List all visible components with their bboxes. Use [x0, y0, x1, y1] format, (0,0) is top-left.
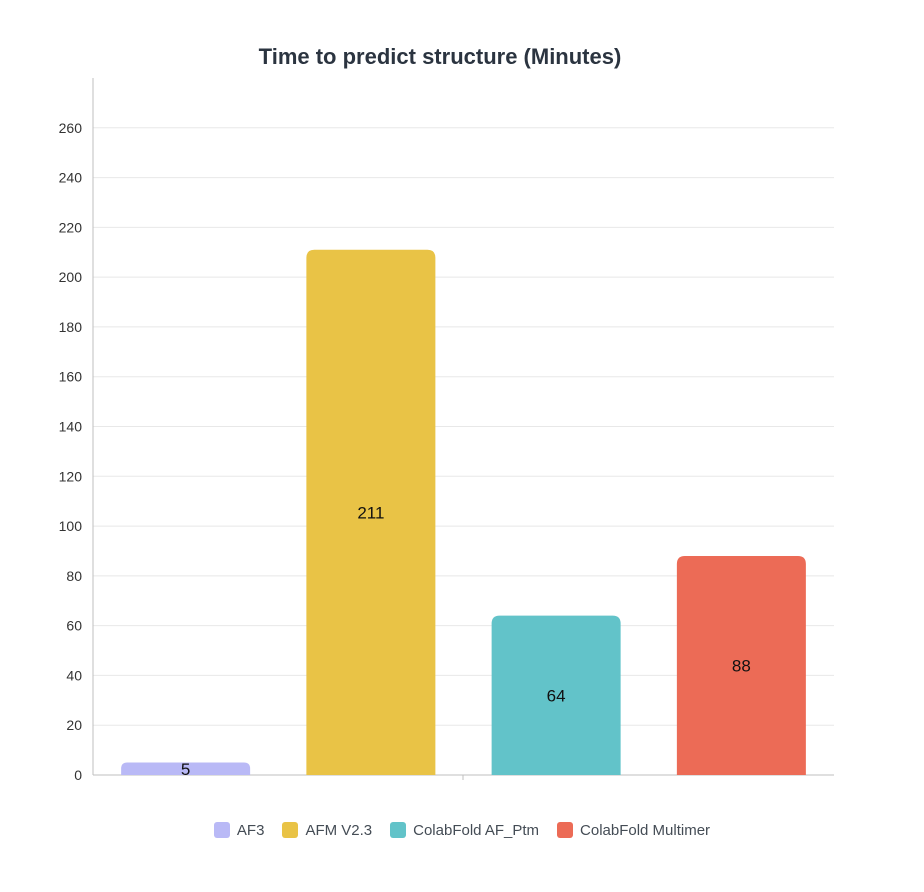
- legend: AF3 AFM V2.3 ColabFold AF_Ptm ColabFold Mul…: [0, 818, 924, 842]
- legend-label: AFM V2.3: [305, 821, 373, 839]
- bar[interactable]: [676, 555, 806, 775]
- y-tick-label: 240: [59, 170, 83, 186]
- bar-value-label: 64: [547, 686, 566, 705]
- legend-label: ColabFold Multimer: [580, 821, 711, 839]
- y-tick-label: 80: [66, 568, 82, 584]
- y-tick-label: 120: [59, 468, 83, 484]
- legend-item[interactable]: AF3: [213, 821, 265, 839]
- bar-value-label: 5: [181, 760, 190, 779]
- y-tick-label: 0: [74, 767, 82, 783]
- legend-swatch: [213, 822, 230, 838]
- legend-label: ColabFold AF_Ptm: [413, 821, 540, 839]
- chart-title: Time to predict structure (Minutes): [258, 44, 622, 69]
- grid-lines: [93, 127, 834, 726]
- bar[interactable]: [306, 249, 436, 775]
- y-tick-label: 220: [59, 219, 83, 235]
- bar-value-label: 88: [732, 656, 751, 675]
- legend-swatch: [390, 822, 407, 838]
- y-tick-label: 200: [59, 269, 83, 285]
- y-tick-label: 160: [59, 369, 83, 385]
- y-tick-label: 260: [59, 120, 83, 136]
- bars: [121, 249, 806, 775]
- legend-label: AF3: [236, 821, 265, 839]
- data-labels: 5 211 64 88: [181, 503, 751, 779]
- y-tick-label: 100: [59, 518, 83, 534]
- y-tick-label: 60: [66, 618, 82, 634]
- bar-value-label: 211: [357, 503, 384, 522]
- y-tick-labels: 0 20 40 60 80 100 120 140 160 180 200 220 240 260: [59, 120, 83, 783]
- y-tick-label: 180: [59, 319, 83, 335]
- legend-item[interactable]: AFM V2.3: [282, 822, 372, 839]
- y-tick-label: 40: [66, 667, 82, 683]
- y-tick-label: 140: [59, 419, 83, 435]
- bar[interactable]: [491, 615, 621, 775]
- legend-item[interactable]: ColabFold Multimer: [557, 822, 710, 839]
- legend-item[interactable]: ColabFold AF_Ptm: [390, 822, 539, 839]
- legend-swatch: [557, 822, 574, 838]
- y-tick-label: 20: [66, 717, 82, 733]
- legend-swatch: [282, 822, 299, 838]
- bar[interactable]: [121, 762, 251, 775]
